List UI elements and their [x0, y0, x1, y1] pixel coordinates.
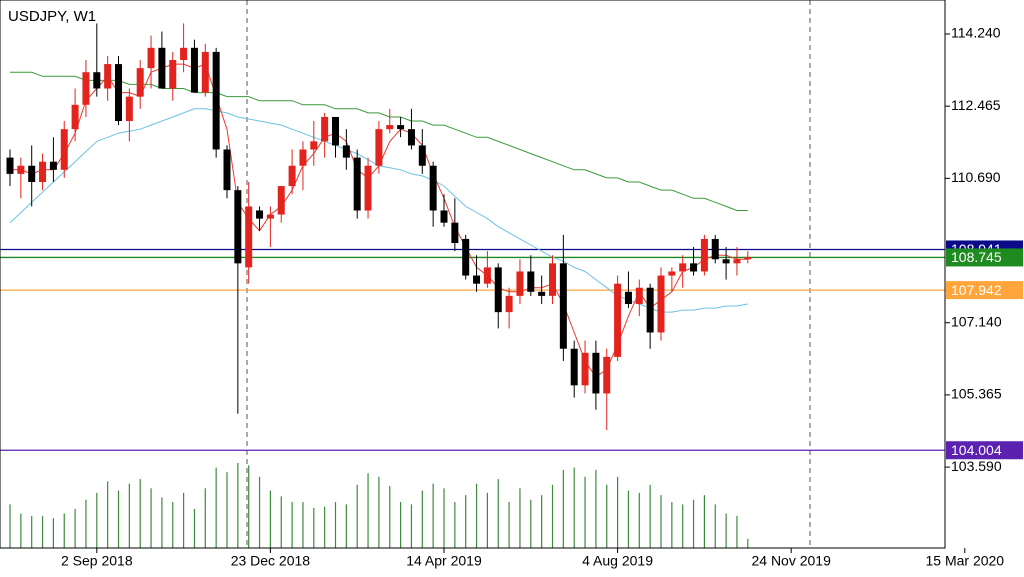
level-label: 108.745: [951, 249, 1002, 265]
candle-body: [462, 238, 470, 276]
candle-body: [288, 165, 296, 187]
candle-body: [136, 68, 144, 97]
candle-body: [592, 352, 600, 394]
candle-body: [223, 149, 231, 191]
y-tick-label: 105.365: [951, 386, 1002, 402]
candle-body: [115, 64, 122, 122]
candle-body: [125, 96, 133, 122]
candle-body: [71, 104, 79, 130]
moving-average: [10, 71, 748, 211]
candle-body: [440, 210, 448, 223]
candle-body: [180, 47, 188, 61]
candle-body: [6, 157, 14, 174]
candle-body: [483, 267, 491, 284]
chart-title: USDJPY, W1: [8, 8, 96, 25]
x-tick-label: 14 Apr 2019: [406, 553, 482, 569]
y-tick-label: 112.465: [951, 97, 1001, 113]
y-tick-label: 103.590: [951, 458, 1002, 474]
candle-body: [245, 206, 253, 268]
candle-body: [570, 348, 578, 386]
candle-body: [451, 222, 459, 244]
candle-body: [538, 291, 546, 296]
candle-body: [614, 283, 622, 357]
candle-body: [711, 238, 719, 260]
candle-body: [744, 257, 752, 260]
candle-body: [190, 47, 198, 93]
candle-body: [722, 259, 730, 264]
x-tick-label: 15 Mar 2020: [925, 553, 1004, 569]
candle-body: [353, 157, 361, 211]
candle-body: [429, 165, 437, 211]
candle-body: [418, 145, 426, 166]
candle-body: [473, 275, 481, 284]
candle-body: [321, 116, 329, 142]
candle-body: [256, 210, 264, 219]
x-tick-label: 23 Dec 2018: [231, 553, 311, 569]
candle-body: [668, 271, 676, 276]
level-label: 104.004: [951, 442, 1002, 458]
candle-body: [603, 356, 611, 394]
y-tick-label: 107.140: [951, 313, 1002, 329]
x-tick-label: 4 Aug 2019: [582, 553, 653, 569]
candle-body: [49, 161, 57, 170]
candle-body: [494, 267, 502, 313]
candle-body: [679, 263, 687, 272]
candle-body: [266, 214, 274, 219]
candle-body: [700, 238, 708, 272]
candle-body: [104, 64, 112, 89]
candle-body: [17, 165, 25, 174]
candle-body: [733, 259, 741, 264]
candle-body: [28, 165, 36, 183]
candle-body: [158, 47, 166, 89]
candle-body: [201, 51, 209, 93]
candle-body: [342, 145, 350, 158]
candle-body: [310, 141, 318, 150]
candle-body: [624, 291, 632, 305]
candle-body: [299, 149, 307, 166]
candle-body: [581, 352, 589, 386]
plot-area: [0, 23, 945, 548]
candle-body: [690, 263, 698, 272]
candle-body: [60, 129, 68, 170]
level-label-box: [946, 441, 1023, 460]
candle-body: [516, 271, 524, 296]
x-tick-label: 24 Nov 2019: [751, 553, 831, 569]
level-label-box: [946, 248, 1023, 267]
candle-body: [212, 51, 220, 150]
candle-body: [657, 275, 665, 333]
candle-body: [82, 72, 90, 105]
level-label: 107.942: [951, 282, 1002, 298]
candle-body: [407, 129, 415, 146]
candle-body: [635, 287, 643, 305]
plot-frame: [0, 0, 946, 549]
candle-body: [527, 271, 535, 292]
y-tick-label: 110.690: [951, 169, 1001, 185]
candle-body: [93, 72, 101, 89]
candle-body: [39, 161, 47, 183]
candle-body: [147, 47, 155, 69]
x-tick-label: 2 Sep 2018: [61, 553, 133, 569]
candle-body: [234, 190, 242, 264]
candle-body: [505, 295, 513, 313]
candle-body: [375, 129, 383, 166]
candle-body: [559, 263, 567, 349]
candle-body: [549, 263, 556, 296]
candle-body: [386, 125, 394, 130]
candle-body: [277, 186, 285, 215]
level-label-box: [946, 281, 1023, 300]
candle-body: [169, 60, 177, 89]
y-tick-label: 114.240: [951, 25, 1001, 41]
candle-body: [646, 287, 654, 333]
candle-body: [397, 125, 405, 130]
candle-body: [364, 165, 372, 211]
candle-body: [332, 116, 339, 146]
